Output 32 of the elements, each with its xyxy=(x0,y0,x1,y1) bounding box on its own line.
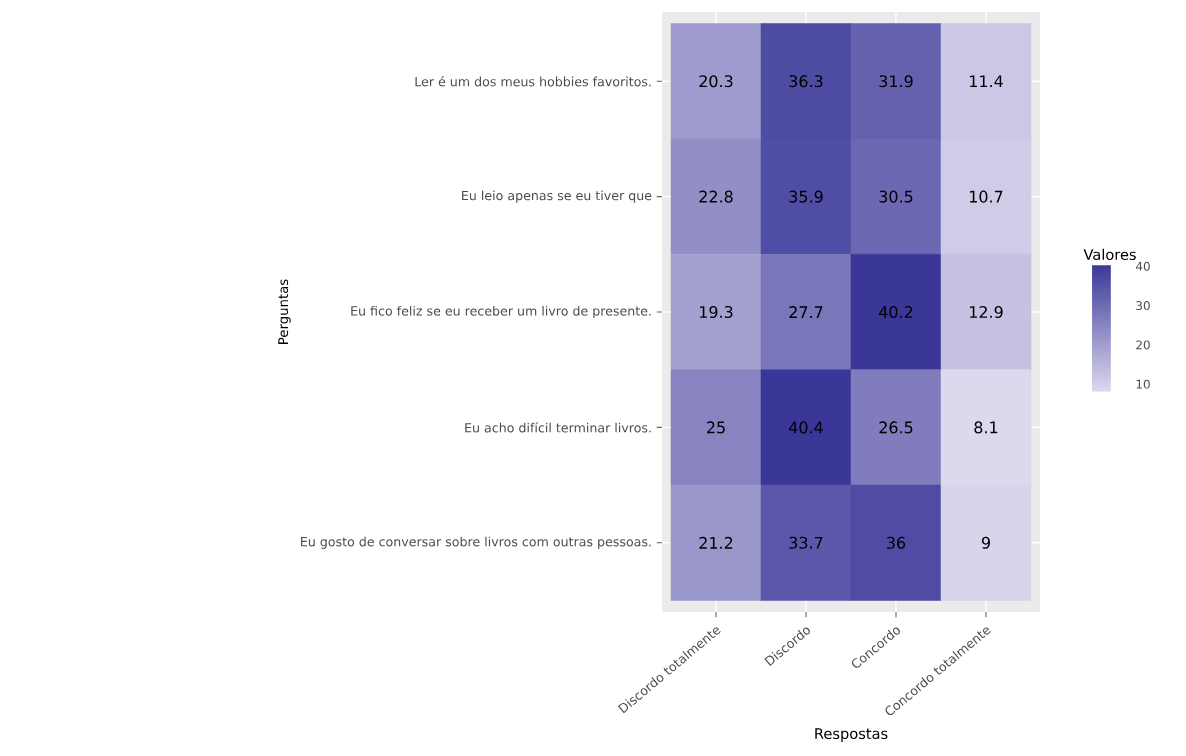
data-label: 36.3 xyxy=(789,75,823,88)
data-label: 31.9 xyxy=(879,75,913,88)
data-label: 8.1 xyxy=(974,421,998,434)
data-label: 19.3 xyxy=(700,305,733,319)
color-bar-title: Valores xyxy=(1083,248,1136,261)
color-bar-label: 40 xyxy=(1135,261,1150,271)
data-label: 21.2 xyxy=(699,536,733,549)
data-label: 10.7 xyxy=(970,190,1003,203)
data-label: 12.9 xyxy=(970,305,1003,319)
color-bar-label: 10 xyxy=(1136,379,1150,389)
color-bar-label: 30 xyxy=(1136,301,1150,311)
y-axis-title: Perguntas xyxy=(278,279,291,344)
y-tick-label: Ler é um dos meus hobbies favoritos. xyxy=(415,76,651,87)
data-label: 25 xyxy=(707,421,725,434)
data-label: 26.5 xyxy=(879,421,913,434)
data-label: 20.3 xyxy=(699,75,733,88)
data-label: 33.7 xyxy=(789,536,823,549)
y-tick-label: Eu gosto de conversar sobre livros com outras pessoas. xyxy=(301,536,651,549)
y-tick-label: Eu fico feliz se eu receber um livro de presente. xyxy=(351,305,651,319)
data-label: 9 xyxy=(981,536,990,549)
data-label: 40.2 xyxy=(879,305,913,319)
y-tick-label: Eu leio apenas se eu tiver que xyxy=(462,190,652,203)
data-label: 35.9 xyxy=(789,190,823,203)
y-tick-label: Eu acho difícil terminar livros. xyxy=(465,422,651,433)
data-label: 40.4 xyxy=(789,421,823,434)
data-label: 27.7 xyxy=(789,306,823,318)
data-label: 30.5 xyxy=(879,190,913,203)
x-axis-title: Respostas xyxy=(815,728,888,742)
data-label: 22.8 xyxy=(699,190,733,203)
color-bar-label: 20 xyxy=(1136,340,1150,350)
data-label: 36 xyxy=(887,536,906,549)
data-label: 11.4 xyxy=(970,75,1003,88)
